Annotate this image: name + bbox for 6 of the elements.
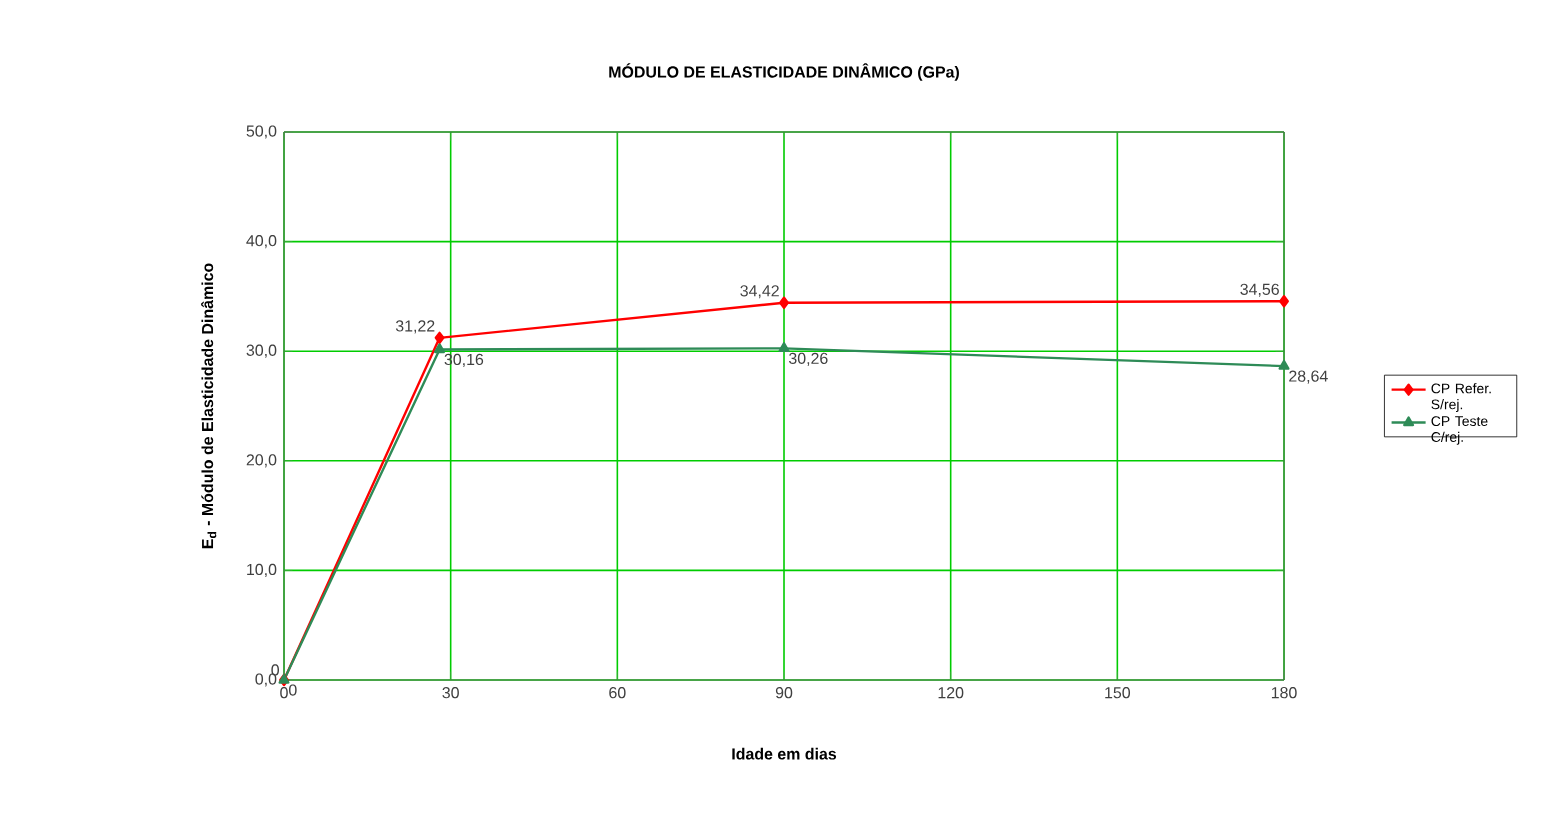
point <box>1279 295 1289 308</box>
point <box>434 331 445 345</box>
point <box>1278 359 1290 370</box>
point <box>779 296 789 309</box>
point <box>778 342 790 353</box>
point <box>434 343 446 354</box>
